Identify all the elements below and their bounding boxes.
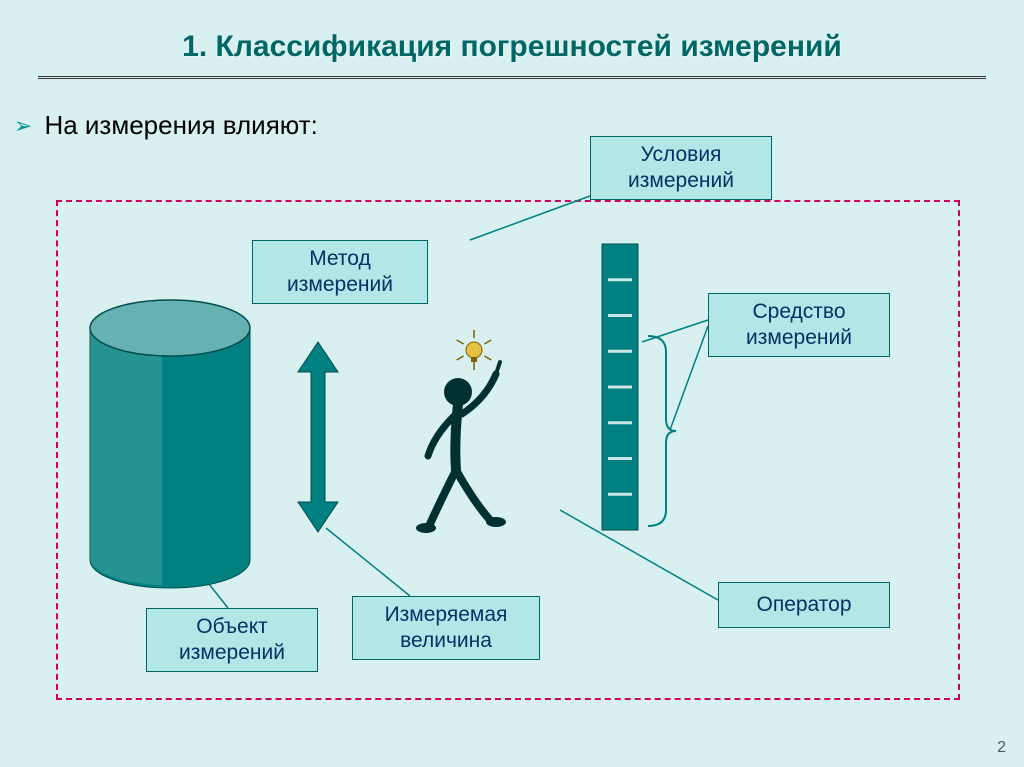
label-operator: Оператор [718,582,890,628]
bullet-arrow-icon: ➢ [14,113,32,139]
page-number: 2 [997,739,1006,757]
label-means-text: Средствоизмерений [746,299,852,352]
label-operator-text: Оператор [756,592,851,618]
label-object-text: Объектизмерений [179,614,285,667]
label-quantity: Измеряемаявеличина [352,596,540,660]
label-conditions: Условияизмерений [590,136,772,200]
title-underline [38,76,986,79]
bullet-text: На измерения влияют: [44,110,317,141]
label-object: Объектизмерений [146,608,318,672]
page-title: 1. Классификация погрешностей измерений [0,0,1024,64]
label-method: Методизмерений [252,240,428,304]
label-method-text: Методизмерений [287,246,393,299]
label-means: Средствоизмерений [708,293,890,357]
bullet-row: ➢ На измерения влияют: [14,110,318,141]
label-quantity-text: Измеряемаявеличина [385,602,508,655]
label-conditions-text: Условияизмерений [628,142,734,195]
